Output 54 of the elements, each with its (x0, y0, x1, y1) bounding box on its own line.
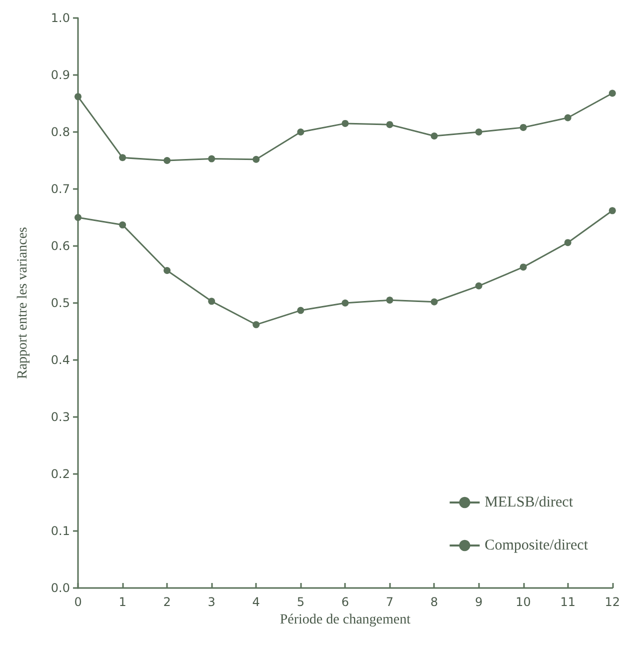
point (608, 207, 616, 214)
y-axis-title: Rapport entre les variances (16, 227, 30, 379)
x-tick-label: 5 (296, 595, 304, 609)
y-tick-label: 0.5 (50, 296, 70, 310)
point (297, 128, 304, 136)
point (520, 264, 527, 271)
x-tick-label: 6 (341, 595, 350, 609)
point (564, 114, 572, 122)
legend-label: MELSB/direct (484, 494, 574, 510)
point (74, 93, 82, 100)
point (386, 121, 394, 128)
y-tick-label: 0.8 (50, 125, 70, 139)
point (564, 239, 572, 246)
y-tick-label: 0.2 (50, 467, 70, 481)
point (74, 214, 82, 221)
x-tick-label: 3 (208, 595, 216, 609)
point (164, 157, 171, 164)
y-tick-label: 0.4 (50, 353, 70, 367)
x-tick-label: 2 (163, 595, 171, 609)
x-tick-label: 10 (516, 595, 531, 609)
y-tick-label: 0.3 (50, 410, 70, 424)
x-axis-title: Période de changement (280, 612, 411, 628)
y-tick-label: 1.0 (50, 11, 70, 25)
x-tick-label: 12 (604, 595, 620, 609)
y-tick-label: 0.9 (50, 68, 70, 82)
y-tick-label: 0.6 (50, 239, 70, 253)
point (520, 124, 527, 131)
x-tick-label: 0 (74, 595, 82, 609)
x-tick-label: 7 (386, 595, 394, 609)
legend-label: Composite/direct (484, 538, 589, 554)
x-tick-label: 11 (560, 595, 576, 609)
point (342, 300, 349, 306)
point (342, 120, 349, 127)
point (386, 296, 394, 304)
point (297, 306, 304, 314)
x-tick-label: 9 (474, 595, 483, 609)
y-tick-label: 0.1 (50, 524, 70, 538)
x-tick-label: 4 (252, 595, 260, 609)
point (475, 128, 482, 136)
x-tick-label: 8 (430, 595, 438, 609)
point (430, 132, 438, 140)
point (119, 154, 126, 162)
y-tick-label: 0.7 (50, 182, 70, 196)
y-tick-label: 0.0 (50, 581, 70, 595)
point (475, 282, 482, 290)
point (119, 221, 126, 228)
point (252, 156, 260, 163)
point (608, 90, 616, 97)
point (430, 298, 438, 306)
point (208, 298, 216, 305)
point (208, 155, 216, 162)
x-tick-label: 1 (118, 595, 126, 609)
point (164, 267, 171, 274)
point (252, 321, 260, 328)
